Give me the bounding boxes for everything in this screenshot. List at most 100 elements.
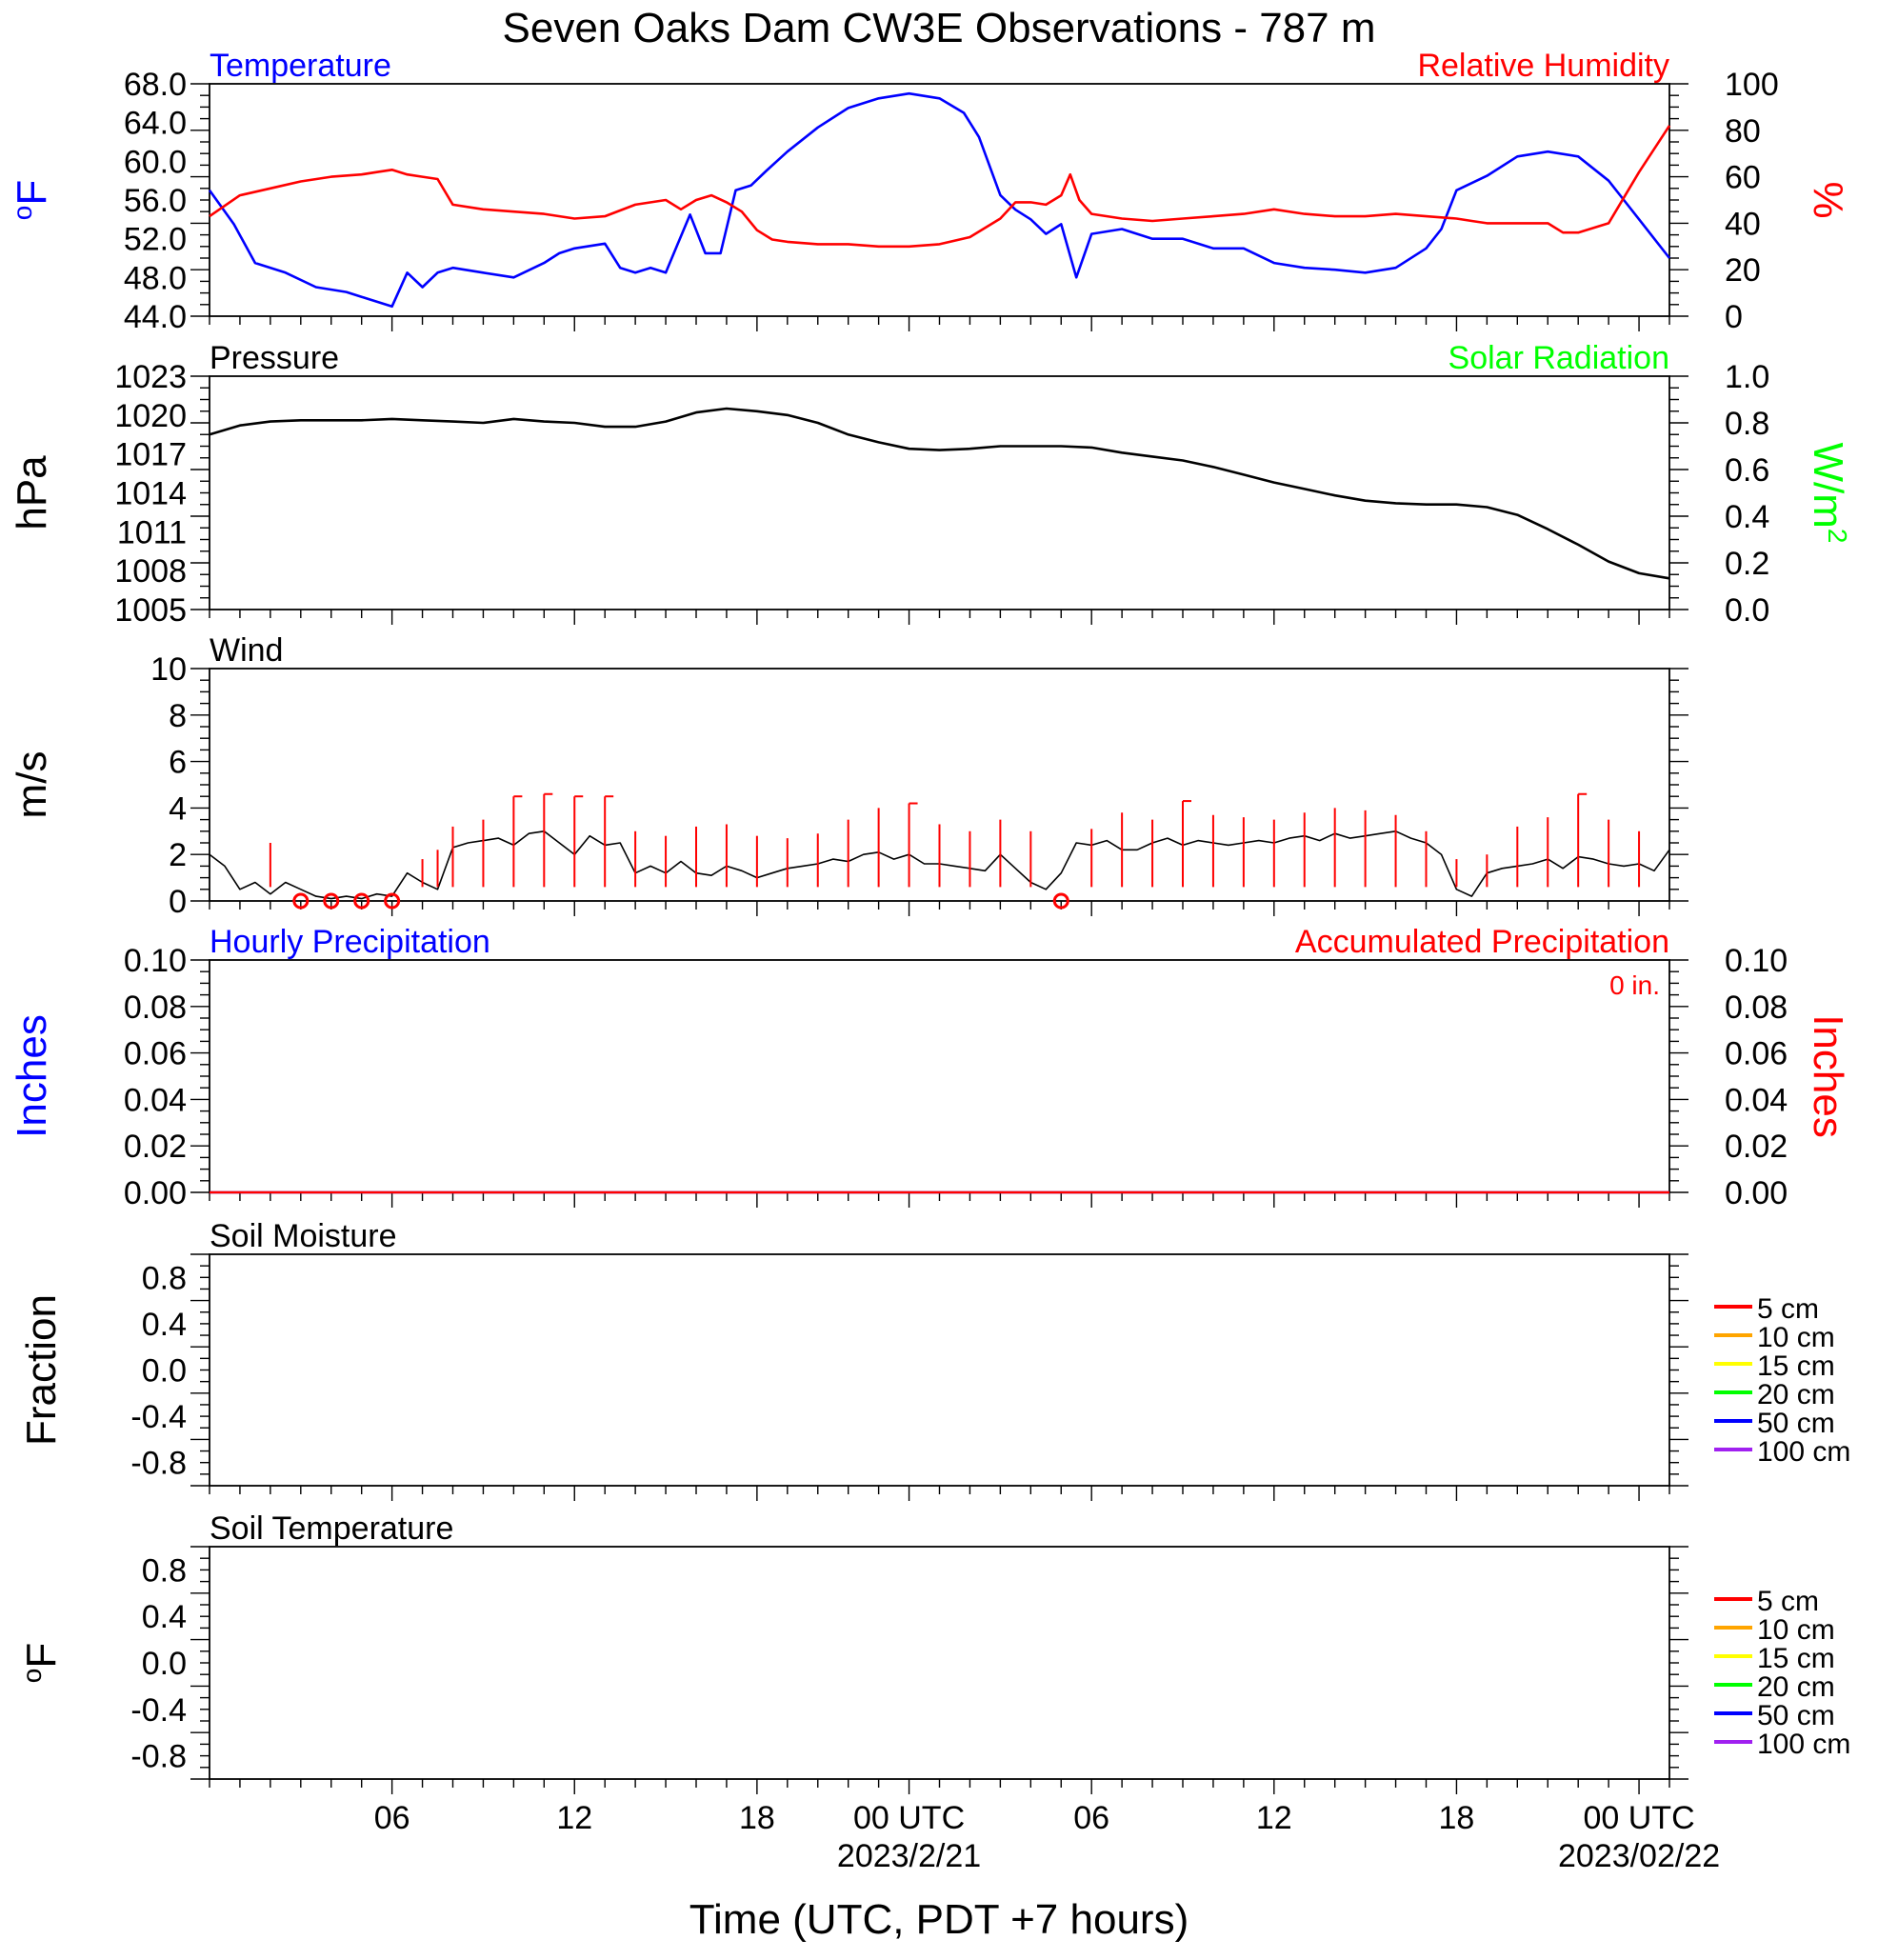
panel-title-left: Soil Moisture bbox=[210, 1218, 397, 1254]
y-tick-label-left: 64.0 bbox=[124, 106, 187, 142]
x-tick-date-label: 2023/2/21 bbox=[837, 1838, 981, 1874]
y-tick-label-left: 0.8 bbox=[142, 1260, 187, 1296]
y-axis-label-right-group: % bbox=[1805, 181, 1851, 218]
y-tick-label-right: 0.08 bbox=[1725, 990, 1788, 1026]
y-tick-label-left: 1014 bbox=[114, 476, 187, 512]
panel-title-right: Relative Humidity bbox=[1417, 48, 1669, 84]
y-axis-label-left-group: Fraction bbox=[18, 1294, 65, 1446]
y-tick-label-left: 1005 bbox=[114, 592, 187, 629]
x-tick-label: 06 bbox=[374, 1800, 410, 1836]
y-tick-label-left: 1023 bbox=[114, 359, 187, 395]
legend-label: 20 cm bbox=[1757, 1379, 1835, 1410]
y-tick-label-left: 0 bbox=[169, 884, 187, 920]
y-tick-label-right: 60 bbox=[1725, 160, 1761, 196]
calm-wind-marker bbox=[384, 892, 401, 910]
panel-frame-soil_temperature bbox=[209, 1546, 1670, 1780]
y-tick-label-left: 48.0 bbox=[124, 260, 187, 296]
y-tick-label-left: 8 bbox=[169, 698, 187, 734]
panel-frame-precip bbox=[209, 959, 1670, 1193]
y-tick-label-left: 0.0 bbox=[142, 1646, 187, 1682]
y-axis-label-left-group: oF bbox=[8, 180, 56, 220]
y-axis-label-right-group: Inches bbox=[1805, 1014, 1851, 1138]
x-tick-label: 12 bbox=[1256, 1800, 1292, 1836]
y-tick-label-left: 2 bbox=[169, 837, 187, 873]
y-axis-label-right: Inches bbox=[1805, 1014, 1851, 1138]
panel-frame-soil_moisture bbox=[209, 1253, 1670, 1487]
y-tick-label-left: 56.0 bbox=[124, 183, 187, 219]
y-tick-label-right: 40 bbox=[1725, 206, 1761, 242]
legend-label: 100 cm bbox=[1757, 1729, 1850, 1760]
y-tick-label-left: 1008 bbox=[114, 553, 187, 590]
panel-title-right: Accumulated Precipitation bbox=[1295, 924, 1669, 960]
calm-wind-marker bbox=[292, 892, 310, 910]
y-tick-label-left: 60.0 bbox=[124, 144, 187, 180]
legend-label: 5 cm bbox=[1757, 1293, 1819, 1325]
y-tick-label-right: 0.02 bbox=[1725, 1129, 1788, 1165]
y-tick-label-left: 0.10 bbox=[124, 943, 187, 979]
y-axis-label-left: oF bbox=[8, 180, 56, 220]
y-tick-label-right: 0.4 bbox=[1725, 499, 1769, 535]
calm-wind-marker bbox=[353, 892, 370, 910]
legend-label: 15 cm bbox=[1757, 1643, 1835, 1674]
y-tick-label-left: -0.8 bbox=[130, 1739, 187, 1775]
y-tick-label-left: 0.06 bbox=[124, 1036, 187, 1072]
y-axis-label-left-group: m/s bbox=[9, 751, 55, 819]
y-axis-label-left: oF bbox=[17, 1643, 66, 1683]
x-tick-label: 12 bbox=[556, 1800, 592, 1836]
y-tick-label-right: 0.10 bbox=[1725, 943, 1788, 979]
y-axis-label-right: % bbox=[1805, 181, 1851, 218]
y-axis-label-left-group: oF bbox=[17, 1643, 66, 1683]
y-tick-label-right: 0.00 bbox=[1725, 1175, 1788, 1211]
legend-label: 50 cm bbox=[1757, 1700, 1835, 1731]
y-tick-label-left: 4 bbox=[169, 790, 187, 827]
y-tick-label-left: 0.08 bbox=[124, 990, 187, 1026]
legend-label: 20 cm bbox=[1757, 1671, 1835, 1703]
calm-wind-marker bbox=[1052, 892, 1069, 910]
chart-title: Seven Oaks Dam CW3E Observations - 787 m bbox=[503, 5, 1376, 51]
panel-title-right: Solar Radiation bbox=[1448, 340, 1669, 376]
legend-label: 10 cm bbox=[1757, 1322, 1835, 1353]
y-tick-label-left: 0.4 bbox=[142, 1307, 187, 1343]
y-tick-label-right: 0.2 bbox=[1725, 546, 1769, 582]
y-tick-label-right: 0.06 bbox=[1725, 1036, 1788, 1072]
y-tick-label-left: 1020 bbox=[114, 398, 187, 434]
series-line-pressure bbox=[209, 407, 1670, 580]
precip-total-annotation: 0 in. bbox=[1609, 970, 1660, 1000]
legend-label: 10 cm bbox=[1757, 1614, 1835, 1646]
x-tick-label: 18 bbox=[739, 1800, 775, 1836]
y-tick-label-left: 1011 bbox=[117, 514, 187, 550]
y-axis-label-left: Inches bbox=[9, 1014, 55, 1138]
panel-title-left: Pressure bbox=[210, 340, 339, 376]
y-tick-label-left: 0.00 bbox=[124, 1175, 187, 1211]
y-tick-label-right: 1.0 bbox=[1725, 359, 1769, 395]
x-tick-label: 00 UTC bbox=[853, 1800, 965, 1836]
y-tick-label-left: 52.0 bbox=[124, 222, 187, 258]
y-tick-label-left: -0.8 bbox=[130, 1446, 187, 1482]
panel-frame-pressure_solar bbox=[209, 375, 1670, 610]
y-axis-label-right: W/m2 bbox=[1805, 443, 1853, 544]
y-tick-label-left: 0.04 bbox=[124, 1082, 187, 1118]
y-tick-label-right: 0.04 bbox=[1725, 1082, 1788, 1118]
y-tick-label-right: 0.8 bbox=[1725, 406, 1769, 442]
x-tick-label: 18 bbox=[1439, 1800, 1475, 1836]
series-line-temperature bbox=[208, 91, 1671, 309]
y-tick-label-right: 0 bbox=[1725, 299, 1743, 335]
legend-label: 50 cm bbox=[1757, 1408, 1835, 1439]
y-tick-label-left: 10 bbox=[150, 651, 187, 688]
y-tick-label-right: 0.6 bbox=[1725, 452, 1769, 489]
calm-wind-marker bbox=[323, 892, 340, 910]
panel-title-left: Hourly Precipitation bbox=[210, 924, 490, 960]
y-tick-label-left: -0.4 bbox=[130, 1692, 187, 1729]
y-tick-label-left: 0.4 bbox=[142, 1599, 187, 1635]
y-tick-label-left: 44.0 bbox=[124, 299, 187, 335]
y-tick-label-right: 0.0 bbox=[1725, 592, 1769, 629]
y-tick-label-left: 0.0 bbox=[142, 1353, 187, 1390]
x-tick-label: 06 bbox=[1073, 1800, 1109, 1836]
y-tick-label-right: 80 bbox=[1725, 113, 1761, 150]
series-line-relative-humidity bbox=[209, 125, 1671, 249]
y-axis-label-left: hPa bbox=[9, 455, 55, 530]
x-tick-date-label: 2023/02/22 bbox=[1558, 1838, 1720, 1874]
panel-title-left: Soil Temperature bbox=[210, 1510, 453, 1547]
